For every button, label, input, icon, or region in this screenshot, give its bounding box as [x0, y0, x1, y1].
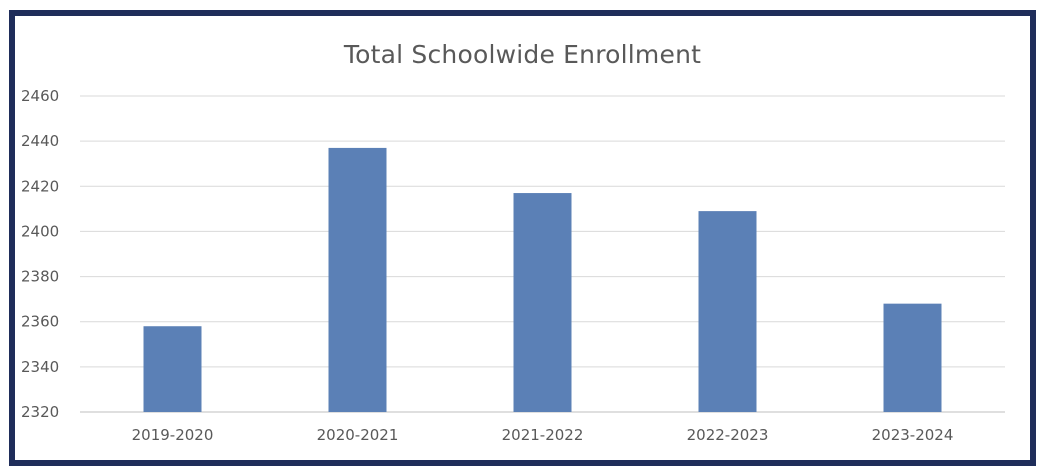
bar-chart: 2460 2440 2420 2400 2380 2360 2340 2320 2019-202… [21, 87, 1005, 444]
y-tick-label: 2420 [21, 177, 59, 195]
y-tick-label: 2360 [21, 313, 59, 331]
bar-2019-2020 [143, 326, 202, 412]
y-tick-label: 2340 [21, 358, 59, 376]
x-category-label: 2022-2023 [687, 426, 769, 444]
y-tick-label: 2460 [21, 87, 59, 105]
bar-2023-2024 [883, 303, 942, 412]
bar-2022-2023 [698, 211, 757, 412]
x-category-label: 2021-2022 [502, 426, 584, 444]
x-category-label: 2023-2024 [872, 426, 954, 444]
chart-frame: Total Schoolwide Enrollment 2460 2440 2420… [9, 10, 1036, 466]
chart-title: Total Schoolwide Enrollment [343, 40, 702, 69]
y-tick-label: 2380 [21, 268, 59, 286]
y-tick-label: 2400 [21, 222, 59, 240]
y-tick-label: 2320 [21, 403, 59, 421]
x-category-label: 2019-2020 [132, 426, 214, 444]
x-category-label: 2020-2021 [317, 426, 399, 444]
y-tick-label: 2440 [21, 132, 59, 150]
bar-2021-2022 [513, 193, 572, 412]
bar-2020-2021 [328, 147, 387, 412]
